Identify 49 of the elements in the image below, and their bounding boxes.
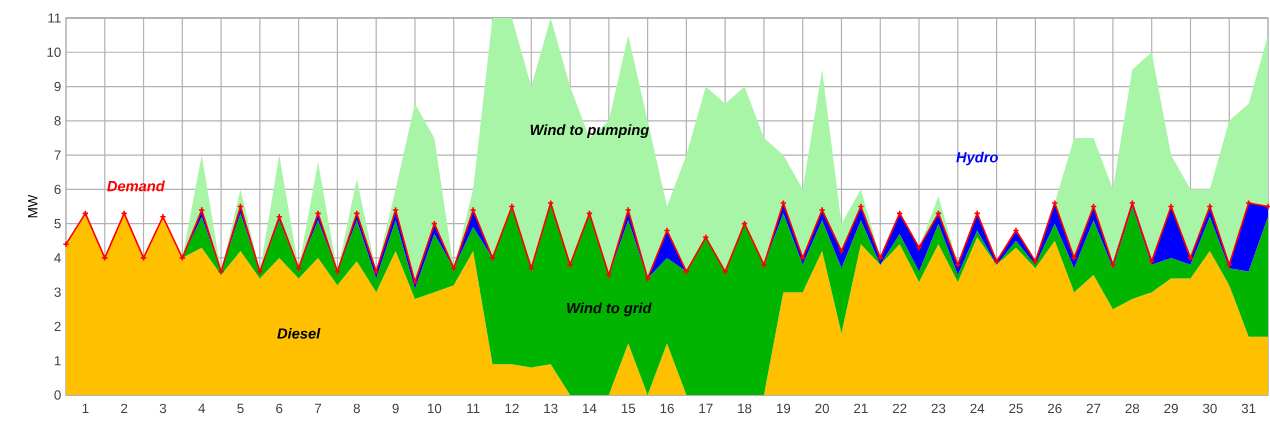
x-tick-label: 12 xyxy=(505,403,519,414)
x-tick-label: 22 xyxy=(892,403,907,414)
x-tick-label: 16 xyxy=(660,403,674,414)
x-tick-label: 25 xyxy=(1009,403,1023,414)
y-tick-label: 9 xyxy=(54,81,61,92)
x-tick-label: 7 xyxy=(315,403,322,413)
x-tick-label: 13 xyxy=(544,403,558,414)
y-axis-title: MW xyxy=(28,194,38,218)
y-tick-label: 7 xyxy=(54,150,61,160)
y-tick-label: 1 xyxy=(54,356,61,366)
series-label: Wind to grid xyxy=(567,302,652,317)
x-tick-label: 14 xyxy=(583,403,597,413)
y-tick-label: 10 xyxy=(47,47,61,57)
x-tick-label: 28 xyxy=(1125,403,1140,414)
series-label: Wind to pumping xyxy=(530,124,650,138)
x-tick-label: 1 xyxy=(82,403,89,413)
y-tick-label: 6 xyxy=(54,184,61,195)
x-tick-label: 2 xyxy=(121,403,128,414)
x-tick-label: 29 xyxy=(1164,403,1178,414)
x-tick-label: 20 xyxy=(815,403,829,414)
x-tick-label: 18 xyxy=(738,403,752,414)
x-tick-label: 10 xyxy=(427,403,442,414)
x-tick-label: 19 xyxy=(776,403,791,414)
y-tick-label: 5 xyxy=(54,218,61,229)
x-tick-label: 23 xyxy=(931,403,946,414)
series-label: Diesel xyxy=(277,327,321,339)
x-tick-label: 27 xyxy=(1086,403,1101,414)
x-tick-label: 21 xyxy=(854,403,868,414)
series-label: Demand xyxy=(107,180,165,192)
x-tick-label: 17 xyxy=(699,403,713,413)
x-tick-label: 3 xyxy=(159,403,167,414)
x-tick-label: 6 xyxy=(276,403,283,414)
x-tick-label: 31 xyxy=(1241,403,1256,414)
y-tick-label: 0 xyxy=(54,390,61,400)
x-tick-label: 15 xyxy=(621,403,636,414)
text: Hydro xyxy=(956,151,998,166)
x-tick-label: 5 xyxy=(237,403,244,414)
x-tick-label: 30 xyxy=(1202,403,1217,414)
x-tick-label: 11 xyxy=(467,403,480,413)
x-tick-label: 24 xyxy=(970,403,985,414)
x-tick-label: 8 xyxy=(353,403,360,414)
x-tick-label: 9 xyxy=(392,403,399,414)
y-tick-label: 8 xyxy=(54,116,61,126)
y-tick-label: 11 xyxy=(48,13,61,23)
y-tick-label: 4 xyxy=(54,253,61,263)
y-tick-label: 2 xyxy=(54,321,61,332)
y-tick-label: 3 xyxy=(54,287,61,297)
x-tick-label: 26 xyxy=(1048,403,1062,414)
x-tick-label: 4 xyxy=(198,403,206,413)
